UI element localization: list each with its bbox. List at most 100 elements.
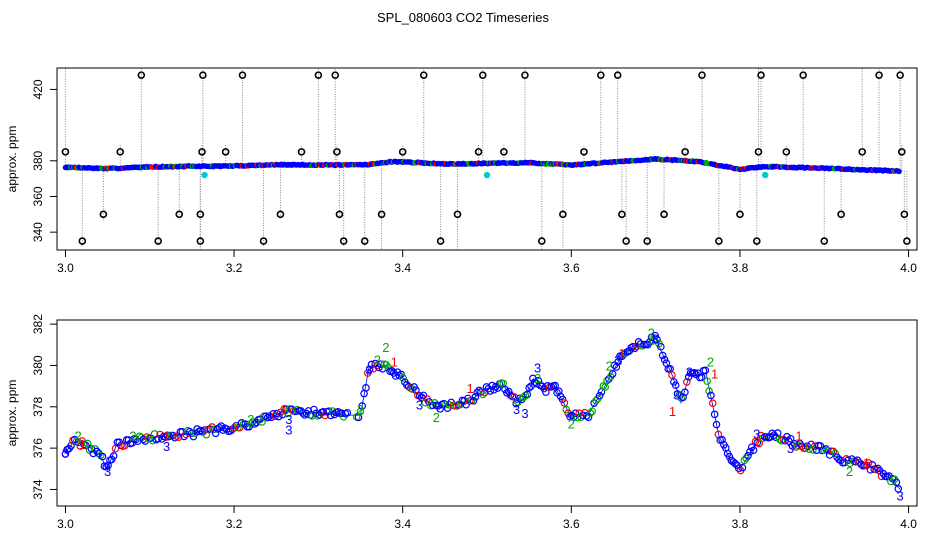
bottom-x-tick-label: 3.6 bbox=[563, 517, 580, 531]
sample-label-1: 1 bbox=[467, 381, 474, 396]
series-point-3 bbox=[523, 390, 532, 399]
series-point-1 bbox=[321, 411, 329, 420]
calibration-point bbox=[618, 210, 626, 219]
calibration-point bbox=[559, 210, 567, 219]
sample-label-3: 3 bbox=[365, 363, 372, 378]
calibration-point bbox=[331, 71, 340, 79]
series-point-1 bbox=[230, 424, 239, 432]
series-point-1 bbox=[683, 378, 691, 386]
series-point-3 bbox=[412, 386, 420, 395]
calibration-point bbox=[782, 148, 791, 156]
sample-label-3: 3 bbox=[673, 387, 680, 402]
bottom-plot-frame bbox=[56, 319, 918, 507]
series-point-3 bbox=[506, 391, 515, 400]
calibration-point bbox=[521, 71, 529, 79]
calibration-point bbox=[276, 210, 285, 219]
calibration-point bbox=[681, 148, 689, 156]
series-point-3 bbox=[512, 399, 520, 408]
series-point-3 bbox=[894, 485, 903, 493]
sample-label-1: 1 bbox=[163, 429, 170, 444]
series-point-3 bbox=[866, 465, 875, 474]
calibration-point bbox=[116, 148, 125, 156]
series-trace bbox=[65, 338, 901, 490]
sample-label-2: 2 bbox=[374, 352, 381, 367]
series-point-3 bbox=[566, 412, 574, 421]
series-point-3 bbox=[326, 411, 335, 420]
calibration-point bbox=[474, 148, 483, 156]
series-point-3 bbox=[98, 452, 107, 461]
series-point-3 bbox=[139, 435, 148, 444]
top-x-tick-label: 3.0 bbox=[57, 261, 74, 275]
bottom-x-tick-label: 3.2 bbox=[226, 517, 243, 531]
series-point-2 bbox=[588, 407, 597, 416]
series-point-3 bbox=[525, 383, 533, 392]
top-y-tick-label: 360 bbox=[31, 186, 45, 206]
sample-label-2: 2 bbox=[648, 325, 655, 340]
top-plot-frame bbox=[56, 67, 918, 251]
series-point-3 bbox=[731, 459, 739, 468]
series-point-3 bbox=[215, 423, 224, 432]
calibration-point bbox=[175, 210, 184, 219]
series-point-3 bbox=[697, 373, 706, 382]
series-point-2 bbox=[586, 409, 595, 417]
calibration-point bbox=[753, 237, 761, 245]
series-point-3 bbox=[504, 387, 513, 396]
calibration-point bbox=[61, 148, 70, 156]
sample-label-2: 2 bbox=[534, 371, 541, 386]
series-point-1 bbox=[575, 409, 584, 417]
series-point-2 bbox=[247, 419, 255, 428]
sample-label-2: 2 bbox=[382, 340, 389, 355]
flagged-point bbox=[201, 171, 208, 179]
series-point-3 bbox=[868, 461, 877, 469]
series-point-3 bbox=[746, 447, 754, 456]
sample-label-1: 1 bbox=[281, 402, 288, 417]
sample-label-2: 2 bbox=[846, 464, 853, 479]
calibration-point bbox=[898, 148, 906, 156]
series-point-3 bbox=[571, 409, 580, 418]
series-point-3 bbox=[378, 365, 387, 373]
series-point-2 bbox=[759, 434, 767, 443]
series-point-3 bbox=[651, 331, 660, 340]
series-point-3 bbox=[744, 451, 752, 460]
bottom-y-tick-label: 382 bbox=[31, 314, 45, 334]
series-point-1 bbox=[755, 439, 763, 448]
calibration-point bbox=[196, 237, 205, 245]
bottom-y-tick-label: 378 bbox=[31, 396, 45, 416]
calibration-point bbox=[453, 210, 462, 219]
calibration-point bbox=[597, 71, 605, 79]
sample-label-3: 3 bbox=[521, 406, 528, 421]
series-point-2 bbox=[96, 451, 105, 460]
series-point-1 bbox=[668, 371, 676, 379]
series-point-2 bbox=[823, 446, 832, 455]
series-point-3 bbox=[319, 408, 328, 416]
series-point-1 bbox=[560, 399, 569, 407]
bottom-x-tick-label: 4.0 bbox=[900, 517, 917, 531]
sample-label-2: 2 bbox=[357, 402, 364, 417]
series-point-3 bbox=[749, 446, 758, 455]
series-point-3 bbox=[631, 344, 639, 353]
calibration-point bbox=[137, 71, 146, 79]
series-point-3 bbox=[362, 384, 370, 392]
calibration-point bbox=[335, 210, 344, 219]
calibration-point bbox=[339, 237, 348, 245]
calibration-point bbox=[715, 237, 723, 245]
top-x-tick-label: 4.0 bbox=[900, 261, 917, 275]
series-point-3 bbox=[265, 412, 274, 420]
calibration-point bbox=[757, 71, 765, 79]
series-point-2 bbox=[638, 342, 647, 350]
calibration-point bbox=[896, 71, 904, 79]
sample-label-3: 3 bbox=[163, 439, 170, 454]
bottom-panel-axes: 3.0 3.2 3.4 3.6 3.8 4.0 374 376 378 380 382 bbox=[31, 314, 917, 531]
series-point-1 bbox=[76, 442, 85, 450]
series-point-3 bbox=[89, 449, 98, 458]
sample-label-2: 2 bbox=[247, 412, 254, 427]
sample-label-2: 2 bbox=[707, 354, 714, 369]
calibration-point bbox=[500, 148, 508, 156]
series-point-3 bbox=[812, 446, 821, 454]
sample-label-2: 2 bbox=[568, 416, 575, 431]
series-point-3 bbox=[738, 463, 747, 472]
series-point-3 bbox=[707, 391, 715, 400]
series-point-2 bbox=[399, 374, 407, 382]
series-point-3 bbox=[671, 381, 680, 389]
series-point-3 bbox=[325, 407, 333, 416]
